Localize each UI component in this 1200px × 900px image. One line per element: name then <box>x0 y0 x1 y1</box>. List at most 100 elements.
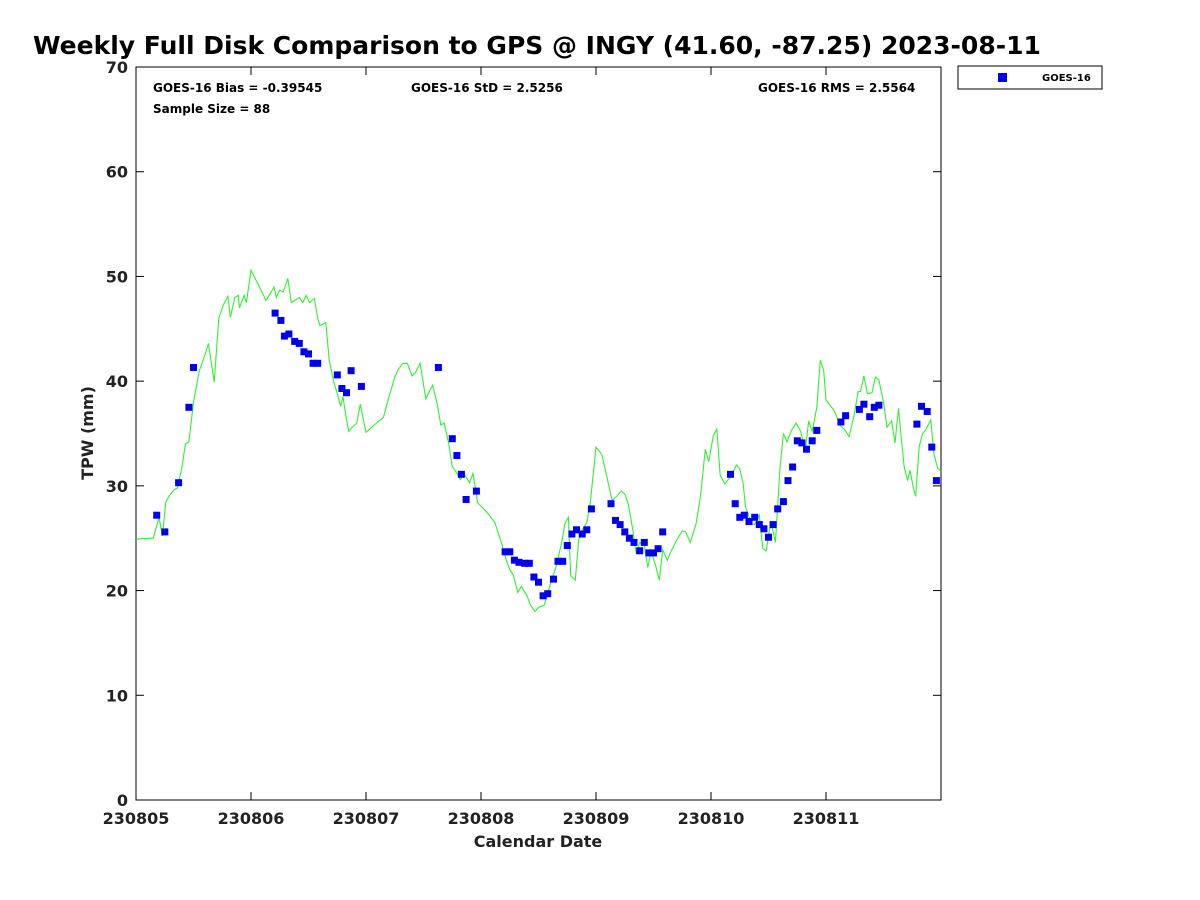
goes-16-point <box>621 528 629 536</box>
goes-16-point <box>300 348 308 356</box>
goes-16-point <box>727 470 734 478</box>
goes-16-point <box>769 521 777 529</box>
goes-16-point <box>314 359 322 367</box>
x-tick-label: 230811 <box>793 809 860 828</box>
goes-16-point <box>855 405 863 413</box>
goes-16-point <box>607 500 615 508</box>
gps-series <box>135 268 942 613</box>
goes-16-point <box>271 309 279 317</box>
goes-16-point <box>343 389 350 397</box>
y-tick-label: 10 <box>106 686 128 705</box>
goes-16-point <box>291 337 299 345</box>
goes-16-point <box>462 496 470 503</box>
goes-16-point <box>309 359 317 367</box>
goes-16-point <box>153 511 161 519</box>
goes-16-point <box>559 557 567 565</box>
goes-16-point <box>736 513 744 521</box>
legend-goes-16-marker <box>998 73 1007 82</box>
goes-16-point <box>472 487 480 495</box>
goes-16-point <box>745 518 753 525</box>
y-tick-label: 20 <box>106 582 128 601</box>
goes-16-point <box>185 403 193 411</box>
goes-16-point <box>175 479 183 487</box>
y-tick-label: 70 <box>106 58 128 77</box>
goes-16-point <box>530 573 538 581</box>
goes-16-point <box>539 592 547 600</box>
goes-16-point <box>305 350 312 358</box>
goes-16-point <box>654 545 662 553</box>
x-tick-label: 230809 <box>563 809 630 828</box>
goes-16-point <box>573 526 580 534</box>
x-tick-label: 230810 <box>678 809 745 828</box>
goes-16-point <box>837 418 845 426</box>
y-tick-label: 60 <box>106 163 128 182</box>
goes-16-point <box>798 439 806 447</box>
plot-axes <box>135 66 942 801</box>
goes-16-point <box>563 542 571 549</box>
goes-16-point <box>535 578 542 586</box>
goes-16-point <box>506 548 514 556</box>
goes-16-point <box>161 528 169 536</box>
goes-16-point <box>813 426 821 434</box>
goes-16-series <box>153 309 940 600</box>
goes-16-point <box>338 385 346 392</box>
goes-16-point <box>501 548 509 556</box>
y-tick-label: 30 <box>106 477 128 496</box>
x-tick-label: 230808 <box>448 809 515 828</box>
goes-16-point <box>434 364 442 371</box>
goes-16-point <box>285 330 293 338</box>
goes-16-point <box>760 525 768 533</box>
goes-16-point <box>554 557 562 565</box>
goes-16-point <box>875 401 883 409</box>
goes-16-point <box>453 452 461 459</box>
x-axis-label: Calendar Date <box>474 832 603 851</box>
goes-16-point <box>932 477 940 485</box>
goes-16-point <box>640 538 648 546</box>
goes-16-point <box>578 530 586 538</box>
goes-16-point <box>616 521 624 529</box>
goes-16-point <box>525 559 533 567</box>
x-tick-label: 230807 <box>333 809 400 828</box>
goes-16-point <box>347 367 355 375</box>
goes-16-point <box>650 549 657 557</box>
goes-16-point <box>918 402 925 410</box>
chart-title: Weekly Full Disk Comparison to GPS @ ING… <box>33 31 1041 60</box>
y-tick-label: 50 <box>106 267 128 286</box>
goes-16-point <box>928 443 936 451</box>
goes-16-point <box>870 403 878 411</box>
y-tick-label: 40 <box>106 372 128 391</box>
goes-16-point <box>510 556 518 564</box>
goes-16-point <box>923 408 931 415</box>
goes-16-point <box>521 559 529 567</box>
x-axis-ticks: 230805 230806 230807 230808 230809 230810 2308… <box>103 67 860 828</box>
goes-16-point <box>866 413 874 421</box>
goes-16-point <box>190 364 197 371</box>
goes-16-point <box>803 445 810 453</box>
goes-16-point <box>842 412 850 420</box>
goes-16-point <box>793 437 801 445</box>
goes-16-point <box>860 400 868 408</box>
x-tick-label: 230805 <box>103 809 170 828</box>
goes-16-point <box>587 505 595 513</box>
goes-16-point <box>636 547 644 555</box>
goes-16-point <box>731 500 739 508</box>
goes-16-point <box>765 533 772 541</box>
goes-16-point <box>789 463 797 471</box>
goes-16-point <box>280 332 288 340</box>
goes-16-point <box>448 435 456 443</box>
goes-16-point <box>913 420 921 428</box>
goes-16-point <box>630 538 638 546</box>
bias-stat: GOES-16 Bias = -0.39545 <box>153 81 322 95</box>
sample-size-stat: Sample Size = 88 <box>153 102 270 116</box>
goes-16-point <box>295 339 303 347</box>
goes-16-point <box>544 590 552 598</box>
goes-16-point <box>568 530 576 538</box>
goes-16-point <box>515 558 523 566</box>
legend-box <box>957 65 1103 90</box>
goes-16-point <box>645 549 653 557</box>
goes-16-point <box>457 470 465 478</box>
goes-16-point <box>583 526 591 534</box>
goes-16-point <box>357 382 365 390</box>
goes-16-point <box>779 498 787 506</box>
